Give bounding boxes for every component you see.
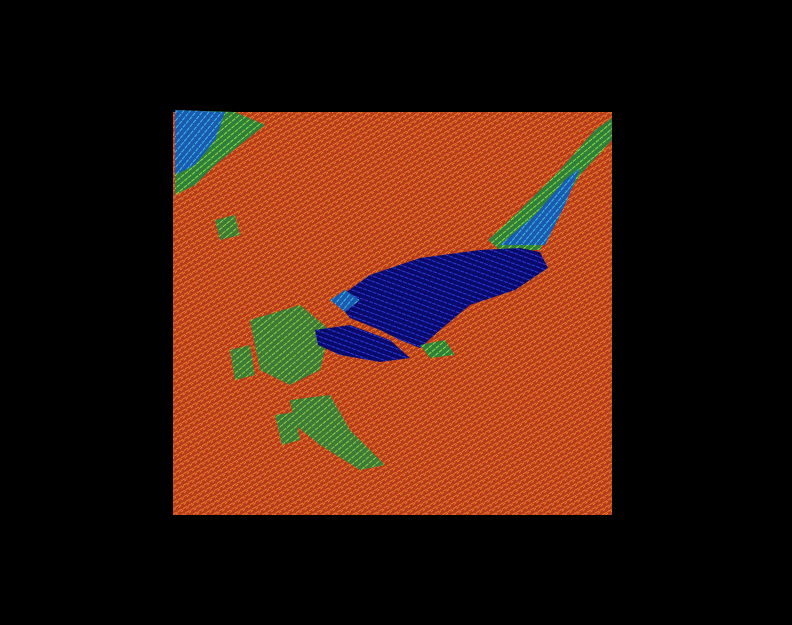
green-regions	[215, 215, 385, 470]
blue-region	[315, 325, 410, 362]
green-region	[230, 345, 255, 380]
cyan-region	[330, 290, 360, 312]
cyan-streak	[500, 168, 580, 245]
green-region	[250, 305, 330, 385]
green-streak	[488, 118, 612, 250]
blue-region	[335, 248, 548, 348]
green-region	[290, 395, 385, 470]
green-region	[215, 215, 240, 240]
green-region	[420, 340, 455, 358]
corner-blue	[175, 110, 225, 175]
green-region	[275, 412, 300, 445]
